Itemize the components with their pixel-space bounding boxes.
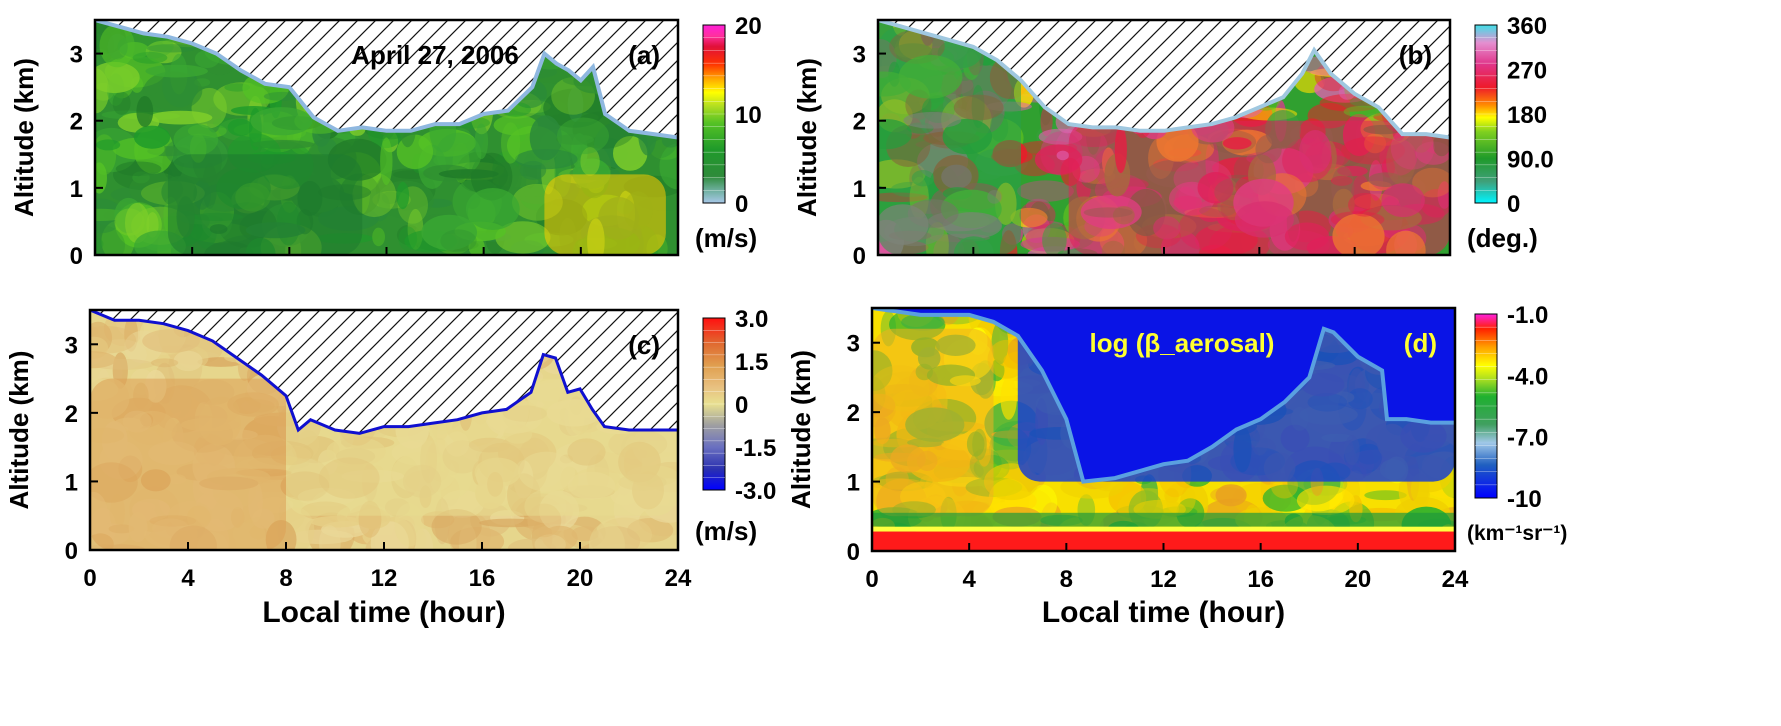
y-axis-label: Altitude (km) (9, 58, 39, 217)
transition-band (872, 512, 1455, 527)
y-tick-label: 1 (70, 176, 83, 203)
x-axis-label: Local time (hour) (262, 596, 505, 629)
colorbar-tick-label: -3.0 (735, 478, 776, 505)
feature-southerly-layer (1068, 120, 1450, 255)
data-top-boundary (90, 310, 678, 435)
y-tick-label: 1 (853, 176, 866, 203)
y-tick-label: 3 (853, 42, 866, 69)
colorbar-tick-label: 0 (735, 392, 748, 419)
panel-a: 0 1 2 3 Altitude (km) (a) April 27, 2006 0 10 20 (… (9, 13, 762, 270)
plot-area (872, 308, 1455, 551)
y-axis-label: Altitude (km) (792, 58, 822, 217)
x-tick-label: 8 (279, 565, 292, 592)
x-tick-label: 20 (1344, 566, 1371, 593)
colorbar-tick-label: 90.0 (1507, 147, 1554, 174)
y-tick-label: 3 (847, 331, 860, 358)
feature-strong-wind (544, 174, 666, 255)
panel-tag: (b) (1399, 40, 1432, 70)
plot-area (90, 310, 678, 550)
feature-weak-wind-core (167, 154, 363, 255)
panel-title: April 27, 2006 (351, 40, 519, 70)
x-tick-label: 4 (181, 565, 195, 592)
plot-area (878, 20, 1450, 255)
y-tick-label: 2 (853, 109, 866, 136)
x-tick-label: 12 (1150, 566, 1177, 593)
colorbar-unit: (m/s) (695, 516, 757, 546)
feature-northerly-layer (878, 26, 1021, 255)
x-tick-label: 24 (1442, 566, 1469, 593)
x-tick-label: 4 (962, 566, 976, 593)
colorbar-tick-label: -4.0 (1507, 363, 1548, 390)
colorbar-tick-label: 180 (1507, 102, 1547, 129)
y-tick-label: 0 (853, 243, 866, 270)
colorbar-tick-label: 1.5 (735, 349, 768, 376)
x-axis-label: Local time (hour) (1042, 596, 1285, 629)
y-tick-label: 0 (847, 539, 860, 566)
plot-area (95, 20, 678, 255)
y-tick-label: 2 (65, 401, 78, 428)
y-tick-label: 0 (65, 538, 78, 565)
yellow-stripe (872, 526, 1455, 532)
colorbar-tick-label: 360 (1507, 13, 1547, 40)
y-tick-label: 1 (847, 470, 860, 497)
x-tick-label: 24 (665, 565, 692, 592)
panel-tag: (d) (1404, 328, 1437, 358)
panel-tag: (c) (628, 330, 660, 360)
colorbar-tick-label: -1.0 (1507, 302, 1548, 329)
x-tick-label: 0 (83, 565, 96, 592)
surface-red (872, 531, 1455, 551)
feature-weak-updraft (90, 378, 286, 550)
x-tick-label: 0 (865, 566, 878, 593)
colorbar-tick-label: 0 (735, 191, 748, 218)
x-tick-label: 16 (469, 565, 496, 592)
y-tick-label: 3 (70, 42, 83, 69)
data-top-boundary (95, 20, 678, 140)
x-tick-label: 20 (567, 565, 594, 592)
y-tick-label: 1 (65, 469, 78, 496)
y-axis-label: Altitude (km) (786, 350, 816, 509)
y-tick-label: 2 (70, 109, 83, 136)
colorbar-tick-label: 270 (1507, 58, 1547, 85)
colorbar-tick-label: -10 (1507, 486, 1542, 513)
colorbar-unit: (m/s) (695, 223, 757, 253)
colorbar-tick-label: -1.5 (735, 435, 776, 462)
colorbar-unit: (km⁻¹sr⁻¹) (1467, 522, 1567, 545)
data-top-boundary (872, 308, 1455, 484)
panel-tag: (a) (628, 40, 660, 70)
y-axis-label: Altitude (km) (4, 351, 34, 510)
panel-title: log (β_aerosal) (1090, 328, 1275, 358)
colorbar-tick-label: 0 (1507, 191, 1520, 218)
colorbar-tick-label: 3.0 (735, 306, 768, 333)
y-tick-label: 3 (65, 332, 78, 359)
colorbar-tick-label: -7.0 (1507, 425, 1548, 452)
panel-b: 0 1 2 3 Altitude (km) (b) 0 90.0 180 270 360 (deg.) (792, 13, 1554, 270)
y-tick-label: 0 (70, 243, 83, 270)
colorbar-tick-label: 20 (735, 13, 762, 40)
colorbar-unit: (deg.) (1467, 223, 1538, 253)
x-tick-label: 12 (371, 565, 398, 592)
x-tick-label: 8 (1060, 566, 1073, 593)
colorbar-tick-label: 10 (735, 102, 762, 129)
x-tick-label: 16 (1247, 566, 1274, 593)
feature-residual-layer (872, 328, 994, 517)
data-top-boundary (878, 20, 1450, 140)
y-tick-label: 2 (847, 400, 860, 427)
